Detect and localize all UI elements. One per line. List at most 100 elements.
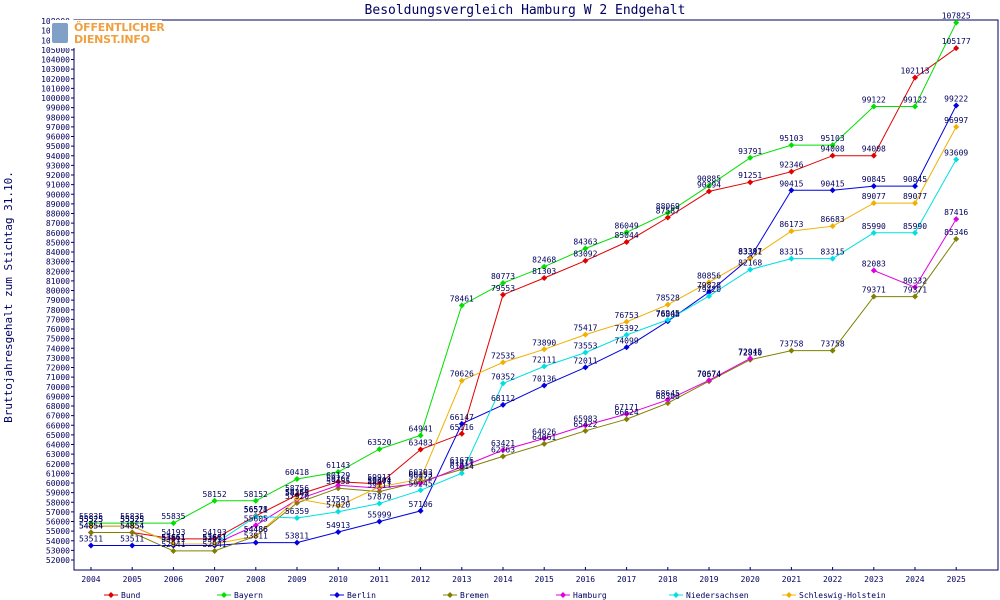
data-label: 90415	[821, 179, 845, 188]
y-tick-label: 55000	[46, 527, 70, 536]
data-label: 94008	[821, 145, 845, 154]
data-point	[335, 482, 342, 489]
data-label: 83092	[573, 250, 597, 259]
y-tick-label: 59000	[46, 489, 70, 498]
data-point	[870, 293, 877, 300]
data-label: 80773	[491, 272, 515, 281]
y-tick-label: 67000	[46, 412, 70, 421]
data-point	[582, 349, 589, 356]
data-label: 55525	[79, 515, 103, 524]
y-tick-label: 102000	[41, 75, 70, 84]
data-label: 72535	[491, 351, 515, 360]
data-label: 76808	[656, 310, 680, 319]
data-point	[458, 463, 465, 470]
data-label: 63520	[367, 438, 391, 447]
y-tick-label: 89000	[46, 200, 70, 209]
y-tick-label: 76000	[46, 325, 70, 334]
data-point	[129, 529, 136, 536]
data-point	[294, 539, 300, 546]
data-point	[541, 435, 548, 442]
y-tick-label: 92000	[46, 171, 70, 180]
data-label: 55525	[79, 515, 103, 524]
data-point	[829, 255, 836, 262]
y-tick-label: 83000	[46, 258, 70, 267]
data-label: 53661	[161, 533, 185, 542]
data-point	[541, 363, 548, 370]
data-label: 52941	[161, 540, 185, 549]
data-point	[870, 200, 877, 207]
data-label: 99222	[944, 94, 968, 103]
data-label: 79371	[903, 286, 927, 295]
data-label: 59972	[409, 472, 433, 481]
y-tick-label: 104000	[41, 56, 70, 65]
x-tick-label: 2022	[823, 575, 842, 584]
legend-label: Hamburg	[573, 591, 607, 600]
data-label: 90294	[697, 180, 721, 189]
data-label: 86683	[821, 215, 845, 224]
y-axis-label: Bruttojahresgehalt zum Stichtag 31.10.	[2, 171, 15, 423]
y-tick-label: 105000	[41, 46, 70, 55]
data-label: 95103	[821, 134, 845, 143]
data-point	[458, 420, 465, 427]
data-point	[252, 513, 259, 520]
data-label: 64941	[409, 424, 433, 433]
data-point	[582, 257, 589, 264]
data-point	[706, 279, 712, 286]
y-tick-label: 90000	[46, 190, 70, 199]
data-point	[912, 284, 918, 291]
data-point	[376, 500, 383, 507]
y-tick-label: 87000	[46, 219, 70, 228]
data-point	[541, 382, 548, 389]
data-point	[211, 497, 218, 504]
data-point	[747, 179, 754, 186]
legend-swatch-marker	[221, 592, 227, 598]
series-points	[88, 19, 960, 554]
data-point	[500, 359, 506, 366]
y-tick-label: 62000	[46, 460, 70, 469]
data-label: 90415	[779, 179, 803, 188]
x-tick-label: 2009	[287, 575, 306, 584]
data-label: 60393	[409, 468, 433, 477]
data-label: 64626	[532, 427, 556, 436]
data-label: 54486	[244, 525, 268, 534]
data-point	[335, 528, 342, 535]
data-label: 80856	[697, 271, 721, 280]
data-point	[252, 533, 259, 540]
data-label: 58359	[285, 488, 309, 497]
data-label: 96997	[944, 116, 968, 125]
data-point	[623, 416, 630, 423]
data-point	[912, 103, 918, 110]
data-label: 59455	[326, 477, 350, 486]
data-label: 88069	[656, 202, 680, 211]
data-label: 74099	[615, 336, 639, 345]
data-label: 54913	[326, 521, 350, 530]
x-tick-label: 2014	[493, 575, 512, 584]
data-label: 78461	[450, 294, 474, 303]
data-label: 70674	[697, 369, 721, 378]
data-label: 53811	[244, 532, 268, 541]
data-label: 95103	[779, 134, 803, 143]
data-point	[170, 520, 177, 527]
data-label: 52941	[203, 540, 227, 549]
y-tick-label: 54000	[46, 537, 70, 546]
data-label: 90845	[903, 175, 927, 184]
y-tick-label: 86000	[46, 229, 70, 238]
data-point	[788, 187, 795, 194]
data-point	[335, 508, 342, 515]
data-label: 92346	[779, 161, 803, 170]
x-tick-label: 2006	[164, 575, 183, 584]
data-point	[953, 216, 960, 223]
data-label: 107825	[942, 12, 971, 21]
y-tick-label: 68000	[46, 402, 70, 411]
data-label: 63421	[491, 439, 515, 448]
data-label: 102113	[901, 67, 930, 76]
data-label: 55525	[120, 515, 144, 524]
x-axis: 2004 2005 2006 2007 2008 2009 2010 2011 2012 2013…	[81, 567, 966, 584]
data-label: 87416	[944, 208, 968, 217]
data-label: 72111	[532, 355, 556, 364]
data-label: 65422	[573, 420, 597, 429]
data-label: 99122	[903, 95, 927, 104]
data-point	[129, 523, 136, 530]
legend-label: Bund	[121, 591, 140, 600]
data-point	[541, 346, 548, 353]
